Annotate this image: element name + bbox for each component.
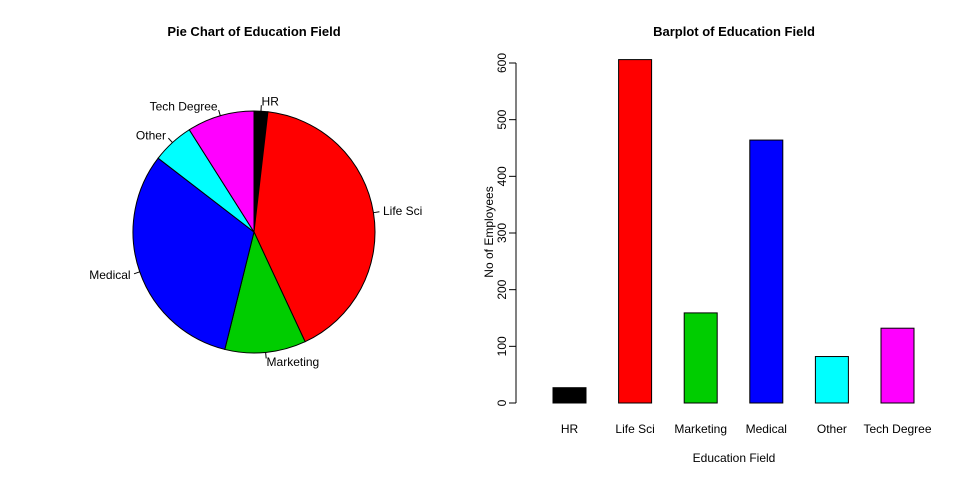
- bar-chart-title: Barplot of Education Field: [653, 24, 815, 39]
- bar-tech-degree: [880, 327, 915, 404]
- pie-label-tick: [218, 109, 221, 116]
- pie-chart-title: Pie Chart of Education Field: [167, 24, 340, 39]
- y-tick-label: 100: [495, 336, 509, 356]
- pie-slice-marketing: [224, 230, 306, 354]
- y-tick-label: 500: [495, 109, 509, 129]
- pie-label-life-sci: Life Sci: [383, 204, 422, 218]
- pie-label-tick: [133, 271, 140, 275]
- bar-chart: Barplot of Education Field 0 100 200 300 400…: [482, 24, 932, 465]
- x-tick-labels: HR Life Sci Marketing Medical Other Tech Degr…: [561, 422, 932, 436]
- x-tick-label-marketing: Marketing: [674, 422, 727, 436]
- pie-label-medical: Medical: [89, 268, 130, 282]
- pie-label-other: Other: [136, 128, 166, 142]
- x-tick-label-life-sci: Life Sci: [615, 422, 654, 436]
- x-tick-label-other: Other: [817, 422, 847, 436]
- pie-label-tick: [373, 211, 380, 214]
- bar-other: [814, 356, 849, 404]
- x-tick-label-hr: HR: [561, 422, 579, 436]
- pie-labels: HR Life Sci Marketing Medical Other Tech Degr…: [89, 95, 422, 370]
- pie-label-tick: [265, 352, 267, 359]
- y-axis: 0 100 200 300 400 500 600: [495, 53, 517, 406]
- pie-slice-life-sci: [253, 111, 376, 343]
- pie-label-hr: HR: [262, 95, 280, 109]
- pie-label-tech-degree: Tech Degree: [150, 99, 218, 113]
- pie-slice-medical: [132, 157, 255, 351]
- y-tick-label: 0: [495, 399, 509, 406]
- pie-label-marketing: Marketing: [267, 355, 320, 369]
- bar-hr: [552, 387, 587, 404]
- x-tick-label-tech-degree: Tech Degree: [863, 422, 931, 436]
- bar-life-sci: [618, 59, 653, 404]
- y-tick-label: 200: [495, 279, 509, 299]
- y-tick-label: 600: [495, 53, 509, 73]
- pie-slice-tech-degree: [188, 110, 255, 234]
- bar-marketing: [683, 312, 718, 404]
- bars: [552, 59, 915, 404]
- pie-slices: [132, 110, 376, 354]
- x-tick-label-medical: Medical: [746, 422, 787, 436]
- pie-label-tick: [168, 137, 173, 143]
- y-axis-label: No of Employees: [482, 186, 496, 277]
- bar-medical: [749, 139, 784, 404]
- x-axis-label: Education Field: [693, 451, 776, 465]
- pie-chart: Pie Chart of Education Field HR Life Sci M…: [89, 24, 422, 369]
- y-tick-label: 300: [495, 223, 509, 243]
- y-tick-label: 400: [495, 166, 509, 186]
